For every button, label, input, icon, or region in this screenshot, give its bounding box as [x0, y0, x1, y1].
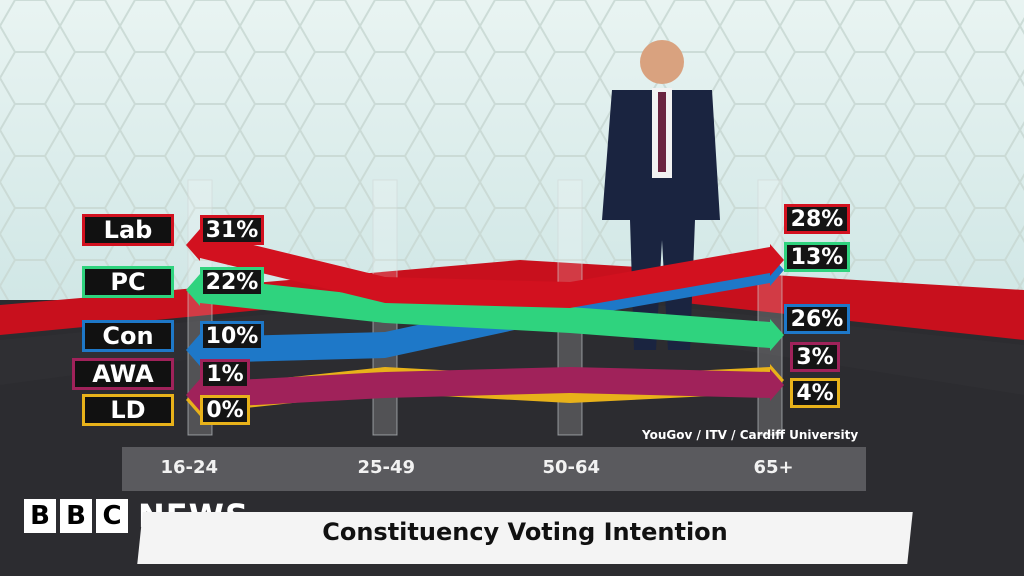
- start-value-lab: 31%: [200, 215, 264, 245]
- party-label-ld: LD: [82, 394, 174, 426]
- end-value-ld: 4%: [790, 378, 840, 408]
- end-value-awa: 3%: [790, 342, 840, 372]
- start-value-con: 10%: [200, 321, 264, 351]
- age-label-0: 16-24: [160, 457, 219, 478]
- series-start-arrow-con: [186, 334, 200, 366]
- age-label-3: 65+: [753, 457, 794, 478]
- series-ribbon-awa: [200, 367, 770, 408]
- source-credit: YouGov / ITV / Cardiff University: [642, 428, 859, 442]
- start-value-pc: 22%: [200, 267, 264, 297]
- end-value-con: 26%: [784, 304, 850, 334]
- series-arrow-pc: [770, 319, 784, 351]
- series-ribbon-pc: [200, 277, 770, 348]
- series-start-arrow-lab: [186, 229, 200, 261]
- party-label-pc: PC: [82, 266, 174, 298]
- series-start-arrow-awa: [186, 379, 200, 411]
- bbc-letter-b2: B: [60, 499, 92, 533]
- series-arrow-lab: [770, 244, 784, 276]
- bbc-letter-b1: B: [24, 499, 56, 533]
- party-label-lab: Lab: [82, 214, 174, 246]
- age-label-2: 50-64: [542, 457, 601, 478]
- start-value-awa: 1%: [200, 359, 250, 389]
- party-label-awa: AWA: [72, 358, 174, 390]
- chart-title: Constituency Voting Intention: [322, 518, 728, 546]
- series-start-arrow-pc: [186, 274, 200, 306]
- age-label-1: 25-49: [357, 457, 416, 478]
- series-arrow-awa: [770, 369, 784, 401]
- party-label-con: Con: [82, 320, 174, 352]
- series-ribbon-lab: [200, 232, 770, 308]
- start-value-ld: 0%: [200, 395, 250, 425]
- bbc-letter-c: C: [96, 499, 128, 533]
- end-value-pc: 13%: [784, 242, 850, 272]
- end-value-lab: 28%: [784, 204, 850, 234]
- age-axis-bar: [122, 447, 866, 491]
